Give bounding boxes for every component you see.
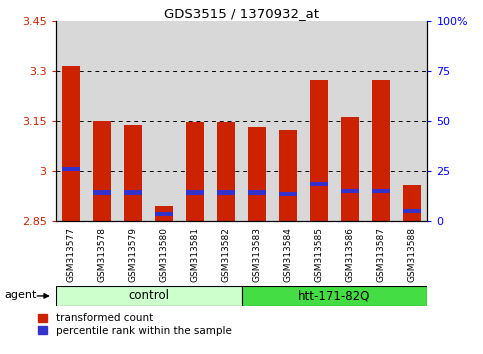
Bar: [155, 206, 173, 221]
Text: GSM313588: GSM313588: [408, 227, 416, 282]
Text: GSM313580: GSM313580: [159, 227, 169, 282]
Text: GSM313578: GSM313578: [98, 227, 107, 282]
Text: GSM313587: GSM313587: [376, 227, 385, 282]
Text: GSM313577: GSM313577: [67, 227, 75, 282]
Bar: [372, 80, 390, 221]
Bar: [217, 122, 235, 221]
Bar: [372, 189, 390, 193]
Text: GSM313585: GSM313585: [314, 227, 324, 282]
Text: GSM313579: GSM313579: [128, 227, 138, 282]
Bar: [217, 190, 235, 195]
Bar: [242, 286, 427, 306]
Text: GSM313582: GSM313582: [222, 227, 230, 282]
Bar: [93, 190, 112, 195]
Bar: [310, 80, 328, 221]
Text: GSM313584: GSM313584: [284, 227, 293, 282]
Bar: [341, 117, 359, 221]
Bar: [248, 127, 266, 221]
Bar: [341, 189, 359, 193]
Text: GSM313581: GSM313581: [190, 227, 199, 282]
Bar: [186, 122, 204, 221]
Bar: [186, 190, 204, 195]
Text: control: control: [128, 290, 169, 302]
Bar: [124, 190, 142, 195]
Text: htt-171-82Q: htt-171-82Q: [298, 290, 370, 302]
Text: agent: agent: [4, 290, 37, 300]
Title: GDS3515 / 1370932_at: GDS3515 / 1370932_at: [164, 7, 319, 20]
Bar: [124, 125, 142, 221]
Bar: [155, 212, 173, 216]
Bar: [403, 209, 421, 213]
Bar: [93, 121, 112, 221]
Text: GSM313586: GSM313586: [345, 227, 355, 282]
Bar: [62, 66, 80, 221]
Bar: [310, 182, 328, 186]
Text: GSM313583: GSM313583: [253, 227, 261, 282]
Bar: [62, 167, 80, 171]
Bar: [279, 130, 297, 221]
Bar: [56, 286, 242, 306]
Bar: [248, 190, 266, 195]
Bar: [279, 192, 297, 196]
Legend: transformed count, percentile rank within the sample: transformed count, percentile rank withi…: [38, 313, 232, 336]
Bar: [403, 184, 421, 221]
